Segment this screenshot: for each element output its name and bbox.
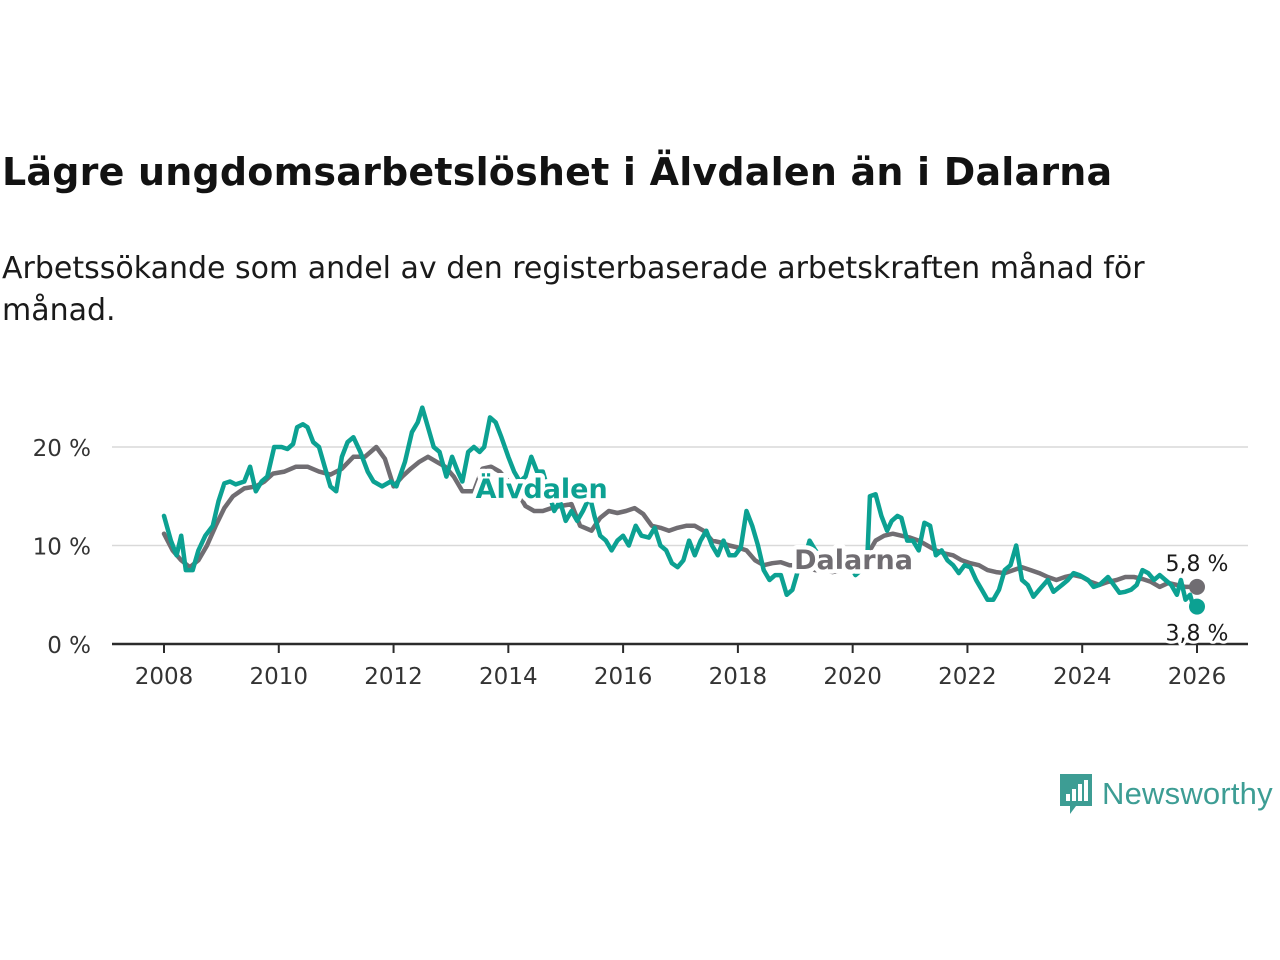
end-label-alvdalen: 3,8 % [1166,622,1229,647]
line-chart: 0 % 10 % 20 % 2008 2010 2012 2014 2016 2018 2020… [33,405,1248,690]
series-label-dalarna: Dalarna [794,545,913,576]
series-label-alvdalen: Älvdalen [476,473,608,505]
newsworthy-logo: Newsworthy [1058,772,1273,816]
series-label-dalarna-halo: Dalarna [794,545,913,576]
series-label-alvdalen-halo: Älvdalen [476,473,608,505]
newsworthy-logo-text: Newsworthy [1102,776,1273,811]
y-tick-label: 0 % [47,633,91,659]
x-axis: 2008 2010 2012 2014 2016 2018 2020 2022 2024 2026 [112,642,1248,690]
x-tick-label: 2018 [709,664,768,690]
x-tick-label: 2010 [250,664,309,690]
end-point-alvdalen [1189,598,1205,615]
series-line-alvdalen [161,405,1200,612]
x-tick-label: 2008 [135,664,194,690]
x-tick-label: 2020 [823,664,882,690]
series-line-dalarna [161,444,1200,590]
chart-subtitle: Arbetssökande som andel av den registerb… [2,251,1145,328]
y-tick-label: 20 % [33,436,91,462]
end-label-dalarna: 5,8 % [1166,552,1229,577]
end-label-dalarna-halo: 5,8 % [1166,552,1229,577]
x-tick-label: 2014 [479,664,538,690]
x-tick-label: 2026 [1168,664,1227,690]
x-tick-label: 2022 [938,664,997,690]
y-axis: 0 % 10 % 20 % [33,436,91,659]
grid-lines [112,446,1248,547]
end-point-dalarna [1189,578,1205,595]
chart-title: Lägre ungdomsarbetslöshet i Älvdalen än … [2,150,1113,194]
series-lines [161,405,1205,615]
x-tick-label: 2024 [1053,664,1112,690]
y-tick-label: 10 % [33,535,91,561]
x-tick-label: 2012 [364,664,423,690]
newsworthy-logo-icon [1060,774,1092,814]
x-tick-label: 2016 [594,664,653,690]
end-label-alvdalen-halo: 3,8 % [1166,622,1229,647]
